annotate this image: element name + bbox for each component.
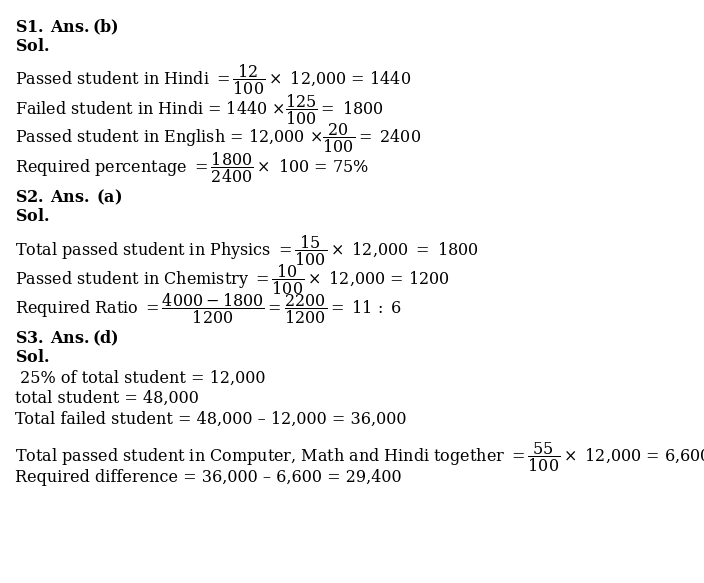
Text: $\mathbf{Sol.}$: $\mathbf{Sol.}$	[15, 208, 50, 225]
Text: Passed student in Hindi $= \dfrac{12}{100} \times$ 12,000 = 1440: Passed student in Hindi $= \dfrac{12}{10…	[15, 62, 412, 97]
Text: Required Ratio $= \dfrac{4000-1800}{1200} = \dfrac{2200}{1200} =$ 11 :  6: Required Ratio $= \dfrac{4000-1800}{1200…	[15, 291, 403, 326]
Text: Failed student in Hindi = 1440 $\times \dfrac{125}{100} =$ 1800: Failed student in Hindi = 1440 $\times \…	[15, 92, 384, 127]
Text: $\mathbf{S3.\;Ans.(d)}$: $\mathbf{S3.\;Ans.(d)}$	[15, 329, 120, 348]
Text: $\mathbf{Sol.}$: $\mathbf{Sol.}$	[15, 38, 50, 55]
Text: $\mathbf{S2.\;Ans.\;(a)}$: $\mathbf{S2.\;Ans.\;(a)}$	[15, 188, 122, 207]
Text: Total failed student = 48,000 – 12,000 = 36,000: Total failed student = 48,000 – 12,000 =…	[15, 410, 407, 427]
Text: Total passed student in Computer, Math and Hindi together $= \dfrac{55}{100} \ti: Total passed student in Computer, Math a…	[15, 440, 704, 473]
Text: Required percentage $= \dfrac{1800}{2400} \times$ 100 = 75%: Required percentage $= \dfrac{1800}{2400…	[15, 150, 370, 185]
Text: $\mathbf{Sol.}$: $\mathbf{Sol.}$	[15, 349, 50, 366]
Text: total student = 48,000: total student = 48,000	[15, 390, 199, 407]
Text: Passed student in English = 12,000 $\times \dfrac{20}{100} =$ 2400: Passed student in English = 12,000 $\tim…	[15, 121, 422, 154]
Text: Total passed student in Physics $= \dfrac{15}{100} \times$ 12,000 $=$ 1800: Total passed student in Physics $= \dfra…	[15, 233, 479, 268]
Text: $\mathbf{S1.\;Ans.(b)}$: $\mathbf{S1.\;Ans.(b)}$	[15, 17, 120, 37]
Text: 25% of total student = 12,000: 25% of total student = 12,000	[15, 370, 266, 387]
Text: Passed student in Chemistry $= \dfrac{10}{100} \times$ 12,000 = 1200: Passed student in Chemistry $= \dfrac{10…	[15, 262, 451, 297]
Text: Required difference = 36,000 – 6,600 = 29,400: Required difference = 36,000 – 6,600 = 2…	[15, 469, 402, 486]
